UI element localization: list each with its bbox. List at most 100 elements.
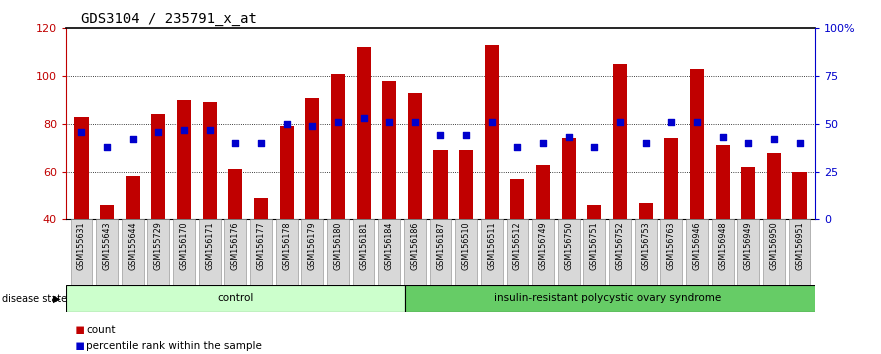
Point — [459, 132, 473, 138]
Bar — [357, 47, 371, 219]
FancyBboxPatch shape — [712, 219, 734, 285]
Bar — [100, 205, 115, 219]
Bar — [639, 203, 653, 219]
Bar — [382, 81, 396, 219]
Bar — [126, 176, 140, 219]
FancyBboxPatch shape — [583, 219, 605, 285]
Point — [74, 129, 88, 135]
FancyBboxPatch shape — [327, 219, 349, 285]
Point — [715, 135, 729, 140]
FancyBboxPatch shape — [301, 219, 323, 285]
Bar — [254, 198, 268, 219]
Text: GSM155631: GSM155631 — [77, 222, 86, 270]
Bar — [408, 93, 422, 219]
Point — [126, 136, 140, 142]
Text: GSM156180: GSM156180 — [333, 222, 343, 270]
Bar — [459, 150, 473, 219]
Bar — [74, 117, 88, 219]
Text: insulin-resistant polycystic ovary syndrome: insulin-resistant polycystic ovary syndr… — [493, 293, 721, 303]
Text: GSM156171: GSM156171 — [205, 222, 214, 270]
FancyBboxPatch shape — [352, 219, 374, 285]
FancyBboxPatch shape — [70, 219, 93, 285]
FancyBboxPatch shape — [609, 219, 631, 285]
Point — [562, 135, 576, 140]
Text: GSM156948: GSM156948 — [718, 222, 727, 270]
Text: GSM156949: GSM156949 — [744, 222, 752, 270]
FancyBboxPatch shape — [404, 219, 426, 285]
Bar — [177, 100, 191, 219]
Text: GSM156750: GSM156750 — [564, 222, 574, 270]
Text: GSM155643: GSM155643 — [102, 222, 112, 270]
Bar — [613, 64, 627, 219]
FancyBboxPatch shape — [225, 219, 246, 285]
Point — [382, 119, 396, 125]
FancyBboxPatch shape — [558, 219, 580, 285]
FancyBboxPatch shape — [378, 219, 400, 285]
FancyBboxPatch shape — [122, 219, 144, 285]
Text: GSM156176: GSM156176 — [231, 222, 240, 270]
Point — [793, 140, 807, 146]
Text: GSM156510: GSM156510 — [462, 222, 470, 270]
FancyBboxPatch shape — [96, 219, 118, 285]
FancyBboxPatch shape — [635, 219, 656, 285]
Text: GSM156187: GSM156187 — [436, 222, 445, 270]
Text: GSM155644: GSM155644 — [129, 222, 137, 270]
Point — [588, 144, 602, 150]
Bar — [279, 126, 293, 219]
Point — [690, 119, 704, 125]
Text: GSM156752: GSM156752 — [616, 222, 625, 270]
Bar — [203, 102, 217, 219]
Point — [741, 140, 755, 146]
Point — [254, 140, 268, 146]
Text: control: control — [217, 293, 254, 303]
Text: GSM156184: GSM156184 — [385, 222, 394, 270]
Bar — [433, 150, 448, 219]
FancyBboxPatch shape — [147, 219, 169, 285]
Text: disease state: disease state — [2, 294, 67, 304]
Bar — [485, 45, 499, 219]
FancyBboxPatch shape — [737, 219, 759, 285]
Point — [639, 140, 653, 146]
Point — [408, 119, 422, 125]
Point — [228, 140, 242, 146]
Text: ▪: ▪ — [75, 338, 85, 353]
Point — [203, 127, 217, 132]
Text: ▪: ▪ — [75, 322, 85, 337]
Text: GSM156511: GSM156511 — [487, 222, 496, 270]
Text: GSM156751: GSM156751 — [590, 222, 599, 270]
Text: GSM156763: GSM156763 — [667, 222, 676, 270]
Text: percentile rank within the sample: percentile rank within the sample — [86, 341, 263, 351]
Text: GSM156179: GSM156179 — [307, 222, 317, 270]
Bar — [715, 145, 729, 219]
Bar — [305, 98, 319, 219]
Point — [152, 129, 166, 135]
Text: GSM156177: GSM156177 — [256, 222, 265, 270]
FancyBboxPatch shape — [763, 219, 785, 285]
FancyBboxPatch shape — [532, 219, 554, 285]
Text: GDS3104 / 235791_x_at: GDS3104 / 235791_x_at — [81, 12, 257, 26]
Text: GSM156946: GSM156946 — [692, 222, 701, 270]
Text: GSM156951: GSM156951 — [795, 222, 804, 270]
Bar — [152, 114, 166, 219]
FancyBboxPatch shape — [686, 219, 707, 285]
Bar — [510, 179, 524, 219]
FancyBboxPatch shape — [250, 219, 272, 285]
Text: GSM156512: GSM156512 — [513, 222, 522, 270]
Point — [485, 119, 499, 125]
Bar — [690, 69, 704, 219]
FancyBboxPatch shape — [661, 219, 682, 285]
Bar — [536, 165, 550, 219]
FancyBboxPatch shape — [404, 285, 840, 312]
Bar — [331, 74, 345, 219]
Point — [357, 115, 371, 121]
Bar — [741, 167, 755, 219]
Bar — [664, 138, 678, 219]
Bar — [766, 153, 781, 219]
FancyBboxPatch shape — [174, 219, 195, 285]
FancyBboxPatch shape — [430, 219, 451, 285]
Text: GSM156753: GSM156753 — [641, 222, 650, 270]
FancyBboxPatch shape — [788, 219, 811, 285]
Bar — [562, 138, 576, 219]
FancyBboxPatch shape — [455, 219, 477, 285]
Point — [433, 132, 448, 138]
